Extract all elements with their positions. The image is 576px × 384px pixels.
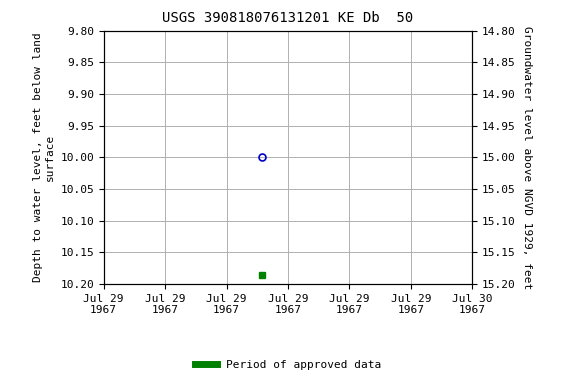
Title: USGS 390818076131201 KE Db  50: USGS 390818076131201 KE Db 50 — [162, 12, 414, 25]
Y-axis label: Groundwater level above NGVD 1929, feet: Groundwater level above NGVD 1929, feet — [522, 26, 532, 289]
Legend: Period of approved data: Period of approved data — [191, 356, 385, 375]
Y-axis label: Depth to water level, feet below land
surface: Depth to water level, feet below land su… — [33, 33, 55, 282]
